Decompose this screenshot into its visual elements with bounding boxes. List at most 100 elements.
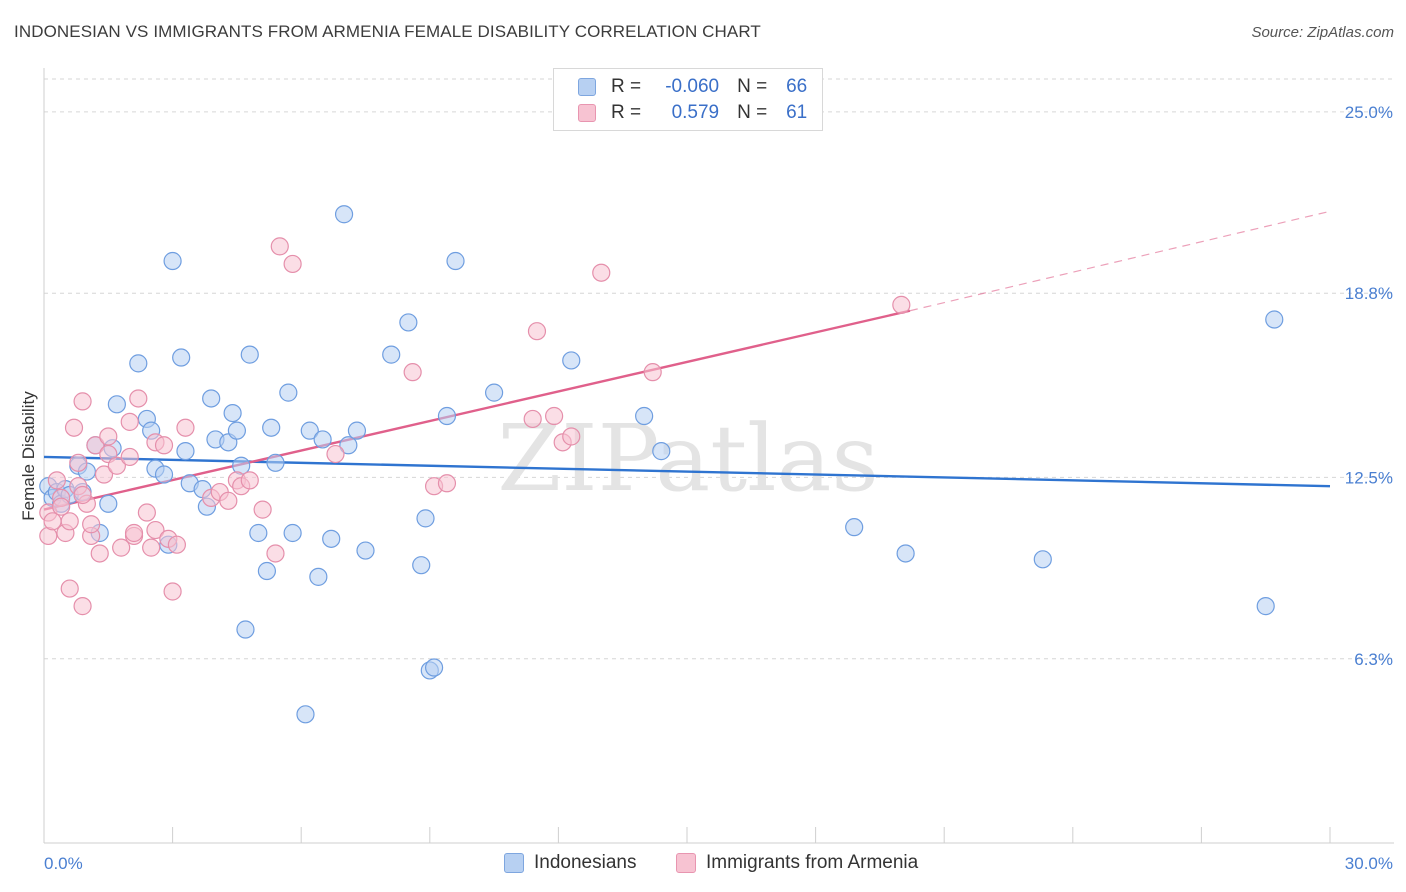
indonesian-point [382, 345, 401, 364]
indonesian-point [322, 529, 341, 548]
armenia-point [129, 389, 148, 408]
indonesian-point [416, 509, 435, 528]
pink-swatch-icon [676, 853, 696, 873]
indonesian-point [279, 383, 298, 402]
indonesian-point [283, 523, 302, 543]
legend-item-indonesians[interactable]: Indonesians [504, 852, 636, 874]
armenia-point [142, 538, 161, 557]
source-label: Source: ZipAtlas.com [1251, 24, 1394, 41]
armenia-point [527, 322, 547, 341]
armenia-point [90, 544, 109, 563]
correlation-legend: R = -0.060 N = 66 R = 0.579 N = 61 [553, 68, 823, 131]
y-tick-label: 12.5% [1345, 468, 1393, 487]
y-tick-label: 18.8% [1345, 284, 1393, 303]
armenia-point [60, 512, 79, 531]
armenia-point [176, 418, 195, 437]
indonesian-point [163, 251, 182, 271]
legend-row-armenia: R = 0.579 N = 61 [578, 101, 807, 125]
n-label: N = [737, 102, 768, 123]
indonesian-point [266, 453, 285, 472]
indonesian-point [446, 251, 465, 271]
armenia-point [137, 503, 156, 522]
armenia-point [82, 515, 101, 534]
armenia-point [86, 436, 105, 455]
axes [43, 68, 1394, 844]
indonesian-point [176, 442, 195, 461]
indonesian-point [652, 442, 671, 461]
armenia-point [240, 471, 259, 490]
indonesian-point [296, 705, 315, 724]
indonesian-point [313, 430, 332, 449]
armenia-point [124, 523, 144, 543]
indonesian-point [1256, 597, 1275, 616]
indonesian-point [1265, 310, 1284, 329]
indonesian-point [562, 351, 581, 370]
indonesian-point [154, 465, 174, 484]
indonesian-point [356, 541, 375, 560]
indonesian-point [240, 345, 259, 364]
indonesian-point [236, 620, 255, 639]
indonesian-point [172, 348, 191, 367]
armenia-point [107, 456, 126, 475]
armenia-point [643, 363, 662, 382]
armenia-point [253, 500, 272, 519]
indonesian-point [257, 561, 277, 581]
indonesian-point [129, 354, 148, 373]
armenia-point [562, 427, 581, 446]
indonesian-point [399, 313, 418, 332]
tick-labels: 6.3% 12.5% 18.8% 25.0% 0.0% 30.0% [44, 103, 1393, 873]
r-label: R = [611, 76, 642, 97]
indonesian-point [107, 395, 126, 414]
indonesian-point [202, 389, 221, 408]
armenia-point [403, 363, 422, 382]
armenia-point [326, 444, 345, 464]
indonesian-point [309, 567, 328, 586]
armenia-point [892, 295, 911, 314]
indonesian-point [412, 556, 431, 575]
indonesian-point [896, 544, 915, 563]
legend-label: Immigrants from Armenia [706, 852, 919, 873]
blue-swatch-icon [504, 853, 524, 873]
y-tick-label: 6.3% [1354, 650, 1393, 669]
armenia-point [60, 579, 79, 598]
armenia-point [437, 474, 457, 493]
chart-title: INDONESIAN VS IMMIGRANTS FROM ARMENIA FE… [14, 22, 761, 41]
armenia-point [146, 520, 165, 540]
series-legend: Indonesians Immigrants from Armenia [0, 852, 1406, 878]
pink-swatch-icon [578, 104, 596, 122]
armenia-point [73, 392, 92, 411]
y-axis-label: Female Disability [19, 391, 38, 521]
indonesian-point [845, 518, 864, 537]
x-tick-label: 0.0% [44, 854, 83, 873]
armenia-point [112, 538, 131, 557]
legend-item-armenia[interactable]: Immigrants from Armenia [676, 852, 918, 874]
indonesian-point [424, 658, 444, 677]
indonesian-point [227, 421, 246, 440]
armenia-point [270, 237, 289, 256]
r-label: R = [611, 102, 642, 123]
indonesian-point [437, 406, 457, 426]
indonesian-point [485, 383, 504, 402]
watermark: ZIPatlas [497, 405, 878, 512]
legend-row-indonesians: R = -0.060 N = 66 [578, 75, 807, 99]
armenia-point [266, 544, 285, 563]
armenia-point [592, 263, 611, 282]
armenia-point [73, 485, 92, 505]
n-label: N = [737, 76, 768, 97]
indonesian-point [334, 205, 354, 224]
r-value: 0.579 [671, 102, 720, 123]
indonesian-point [249, 523, 268, 543]
armenia-point [47, 471, 66, 490]
armenia-point [99, 427, 118, 446]
indonesian-point [635, 406, 654, 426]
armenia-point [523, 409, 542, 429]
armenia-point [219, 491, 238, 510]
armenia-trend-extension [909, 210, 1331, 312]
x-tick-label: 30.0% [1345, 854, 1393, 873]
armenia-point [163, 582, 182, 601]
n-value: 61 [786, 102, 808, 123]
indonesian-point [1033, 550, 1052, 569]
indonesian-point [99, 494, 118, 513]
indonesian-point [339, 436, 358, 455]
